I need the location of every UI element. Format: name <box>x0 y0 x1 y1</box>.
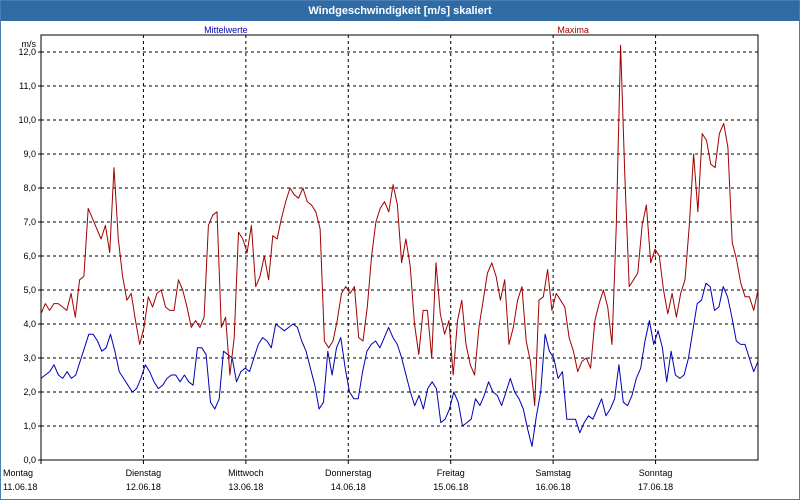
chart: 0,0 1,0 2,0 3,0 4,0 5,0 6,0 7,0 8,0 9,0 10,0 11,0 12… <box>3 25 759 492</box>
x-tick-label-date: 17.06.18 <box>638 482 673 492</box>
y-tick-label: 8,0 <box>23 183 36 193</box>
y-tick-label: 5,0 <box>23 285 36 295</box>
series-layer <box>40 44 759 447</box>
y-tick-label: 9,0 <box>23 149 36 159</box>
x-tick-label-date: 12.06.18 <box>126 482 161 492</box>
series-line-maxima <box>40 44 759 407</box>
series-line-mittelwerte <box>40 282 759 447</box>
labels: 0,0 1,0 2,0 3,0 4,0 5,0 6,0 7,0 8,0 9,0 10,0 11,0 12… <box>3 25 673 492</box>
x-tick-label-date: 11.06.18 <box>3 482 37 492</box>
x-tick-label-day: Freitag <box>437 468 465 478</box>
y-tick-label: 12,0 <box>18 47 36 57</box>
x-tick-label-day: Donnerstag <box>325 468 372 478</box>
y-tick-label: 3,0 <box>23 353 36 363</box>
y-tick-label: 0,0 <box>23 455 36 465</box>
x-tick-label-day: Montag <box>3 468 33 478</box>
y-axis-label: m/s <box>22 39 37 49</box>
x-tick-label-day: Dienstag <box>126 468 162 478</box>
x-tick-label-date: 13.06.18 <box>228 482 263 492</box>
legend-mittelwerte: Mittelwerte <box>204 25 248 35</box>
axes <box>38 34 759 464</box>
y-tick-label: 11,0 <box>19 81 36 91</box>
y-tick-label: 4,0 <box>23 319 36 329</box>
legend-maxima: Maxima <box>557 25 589 35</box>
y-tick-label: 2,0 <box>23 387 36 397</box>
x-tick-label-day: Samstag <box>535 468 571 478</box>
x-tick-label-date: 15.06.18 <box>433 482 468 492</box>
y-tick-label: 10,0 <box>18 115 36 125</box>
y-tick-label: 1,0 <box>23 421 36 431</box>
y-tick-label: 7,0 <box>23 217 36 227</box>
x-tick-label-day: Sonntag <box>639 468 673 478</box>
plot-border <box>40 34 759 461</box>
y-tick-label: 6,0 <box>23 251 36 261</box>
x-tick-label-date: 16.06.18 <box>536 482 571 492</box>
plot-area <box>41 35 758 460</box>
window-title: Windgeschwindigkeit [m/s] skaliert <box>1 1 799 21</box>
grid <box>41 35 758 460</box>
x-tick-label-day: Mittwoch <box>228 468 264 478</box>
x-tick-label-date: 14.06.18 <box>331 482 366 492</box>
